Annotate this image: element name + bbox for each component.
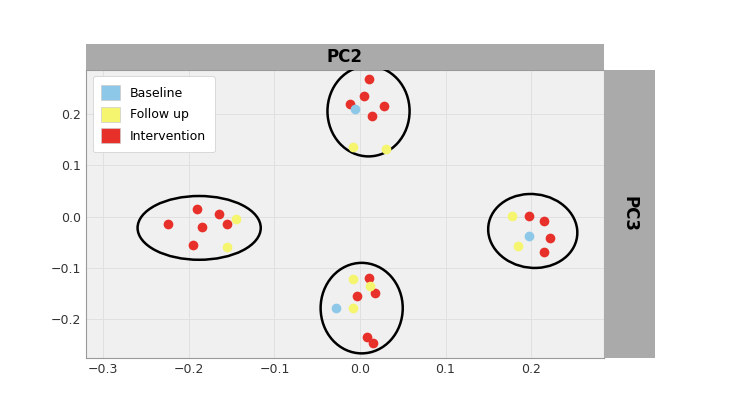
Text: PC3: PC3 [620,196,638,232]
Text: PC2: PC2 [327,48,363,66]
Legend: Baseline, Follow up, Intervention: Baseline, Follow up, Intervention [92,76,214,152]
